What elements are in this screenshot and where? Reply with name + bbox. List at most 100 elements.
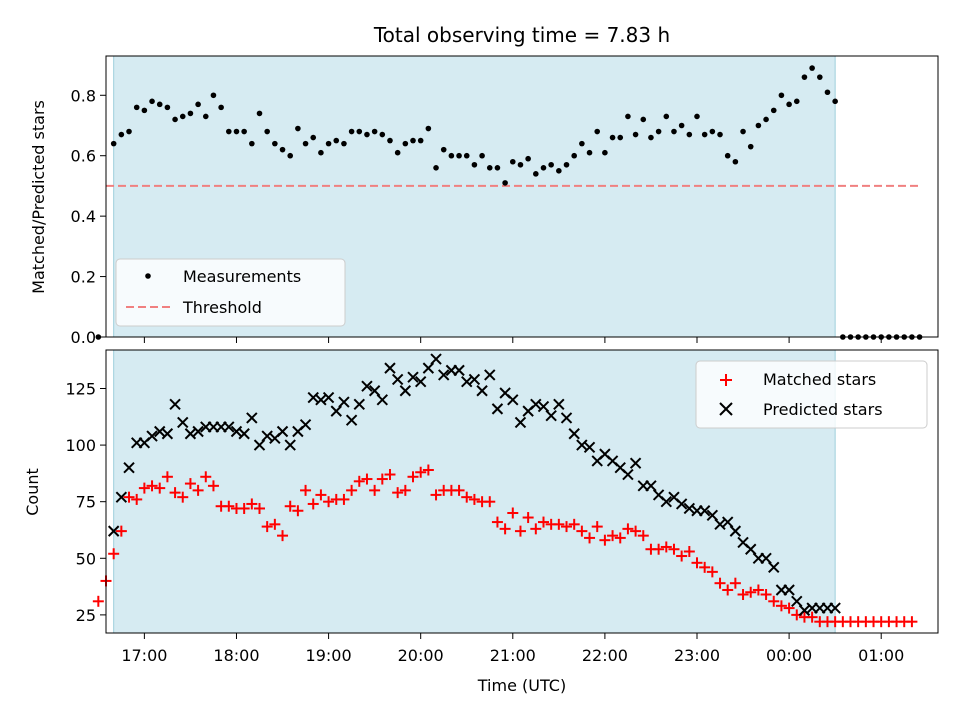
measurement-point	[824, 89, 831, 96]
measurement-point	[571, 152, 577, 159]
predicted-star-point	[660, 495, 673, 508]
predicted-star-point	[476, 385, 488, 397]
matched-star-point	[768, 595, 780, 607]
predicted-star-point	[276, 425, 289, 438]
matched-star-point	[323, 496, 335, 508]
matched-star-point	[745, 586, 757, 598]
predicted-star-point	[829, 602, 841, 614]
measurement-point	[156, 101, 163, 108]
top-y-tick-label: 0.4	[71, 207, 96, 226]
predicted-star-point	[422, 362, 435, 374]
measurement-point	[533, 171, 539, 177]
measurement-point	[786, 101, 792, 108]
predicted-star-point	[791, 595, 803, 608]
measurement-point	[809, 65, 815, 71]
measurement-point	[832, 98, 838, 105]
matched-star-point	[806, 611, 818, 623]
x-tick-label: 20:00	[398, 646, 444, 665]
measurement-point	[655, 128, 662, 135]
predicted-star-point	[223, 421, 235, 433]
measurement-point	[678, 122, 685, 129]
measurement-point	[648, 134, 654, 141]
predicted-star-point	[299, 419, 312, 431]
measurement-point	[210, 92, 217, 99]
measurement-point	[333, 137, 340, 144]
matched-star-point	[384, 469, 396, 481]
legend-predicted-marker	[719, 402, 733, 416]
x-tick-label: 00:00	[766, 646, 812, 665]
predicted-star-point	[760, 552, 772, 564]
predicted-star-point	[361, 380, 373, 392]
matched-star-point	[138, 482, 150, 494]
measurement-point	[556, 168, 562, 174]
measurement-point	[287, 152, 294, 159]
bottom-x-axis-ticks: 17:00 18:00 19:00 20:00 21:00 22:00 23:00 00:00…	[121, 633, 904, 665]
predicted-star-point	[161, 428, 174, 440]
chart-title: Total observing time = 7.83 h	[373, 23, 670, 47]
x-tick-label: 22:00	[582, 646, 628, 665]
predicted-star-point	[721, 516, 734, 528]
matched-star-point	[752, 584, 764, 596]
measurement-point	[740, 128, 746, 135]
predicted-star-point	[675, 498, 688, 510]
measurement-point	[325, 140, 332, 147]
matched-star-point	[775, 600, 787, 612]
matched-star-point	[630, 525, 642, 537]
measurement-point	[141, 107, 148, 114]
measurement-point	[694, 113, 700, 120]
matched-star-point	[284, 500, 296, 512]
bottom-plot-frame	[105, 349, 939, 634]
measurement-point	[264, 128, 270, 135]
predicted-star-point	[192, 425, 204, 438]
matched-star-point	[584, 532, 596, 544]
predicted-star-point	[430, 353, 442, 365]
matched-star-point	[599, 534, 611, 546]
measurement-point	[233, 128, 240, 135]
predicted-star-point	[468, 373, 481, 386]
matched-star-point	[154, 482, 166, 494]
predicted-star-point	[560, 412, 573, 424]
measurement-point	[126, 128, 132, 135]
legend-measurements-label: Measurements	[183, 267, 301, 286]
top-y-tick-label: 0.0	[71, 328, 96, 347]
bottom-y-tick-label: 50	[76, 549, 96, 568]
predicted-star-point	[622, 468, 634, 481]
predicted-star-point	[645, 480, 657, 492]
predicted-star-point	[484, 369, 496, 381]
matched-star-point	[537, 516, 549, 528]
predicted-stars-series	[107, 353, 841, 617]
measurement-point	[110, 140, 117, 147]
measurement-point	[310, 134, 317, 141]
measurement-point	[755, 122, 762, 129]
measurement-point	[686, 131, 693, 138]
measurement-point	[448, 152, 455, 159]
measurement-point	[341, 140, 347, 147]
x-tick-label: 17:00	[121, 646, 167, 665]
predicted-star-point	[123, 462, 135, 474]
measurement-point	[425, 125, 432, 132]
matched-star-point	[261, 521, 273, 533]
measurement-point	[364, 131, 370, 138]
measurement-point	[387, 137, 393, 144]
measurement-point	[509, 158, 516, 165]
predicted-star-point	[246, 412, 258, 424]
top-y-axis-label: Matched/Predicted stars	[29, 100, 48, 294]
predicted-star-point	[768, 561, 780, 574]
x-axis-label: Time (UTC)	[477, 676, 566, 695]
measurement-point	[95, 334, 102, 340]
matched-star-point	[653, 543, 665, 555]
predicted-star-point	[322, 391, 335, 404]
predicted-star-point	[729, 525, 742, 537]
predicted-star-point	[384, 362, 396, 374]
matched-star-point	[292, 505, 304, 517]
matched-star-point	[369, 484, 381, 496]
measurement-point	[763, 116, 769, 123]
measurement-point	[241, 128, 247, 135]
predicted-star-point	[568, 428, 580, 440]
bottom-y-tick-label: 100	[65, 436, 96, 455]
measurement-point	[471, 161, 478, 168]
matched-star-point	[223, 500, 235, 512]
matched-star-point	[522, 512, 534, 524]
measurement-point	[402, 140, 409, 147]
measurement-point	[256, 110, 263, 117]
